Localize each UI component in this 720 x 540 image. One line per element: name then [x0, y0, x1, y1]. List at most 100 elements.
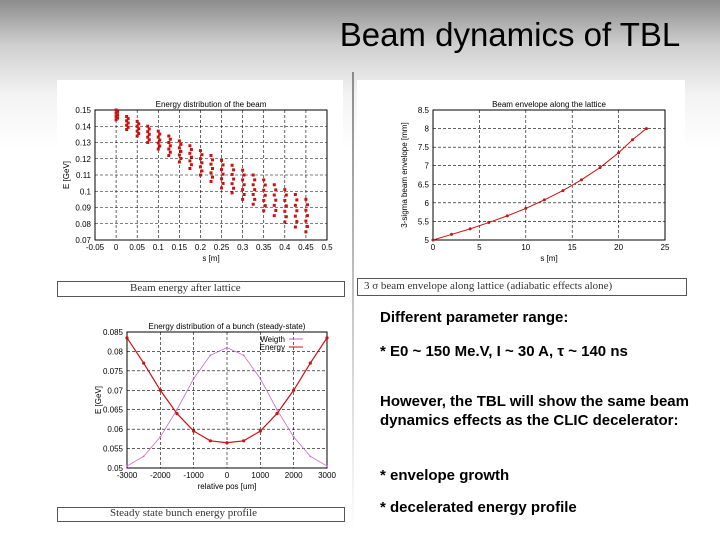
- energy-point: [283, 188, 287, 192]
- x-axis-label: relative pos [um]: [198, 482, 257, 491]
- energy-point: [232, 168, 236, 172]
- envelope-caption: 3 σ beam envelope along lattice (adiabat…: [364, 280, 613, 292]
- energy-point: [177, 139, 181, 143]
- envelope-point: [450, 232, 454, 236]
- energy-point: [293, 225, 297, 229]
- energy-point: [274, 198, 278, 202]
- energy-point: [198, 157, 202, 161]
- energy-point: [220, 186, 224, 190]
- energy-point: [156, 129, 160, 133]
- series-point-weigth: [292, 436, 295, 438]
- series-point-weigth: [326, 465, 328, 467]
- y-tick-label: 7: [425, 162, 430, 171]
- energy-point: [304, 230, 308, 234]
- energy-point: [209, 154, 213, 157]
- series-point-energy: [225, 441, 229, 445]
- energy-point: [253, 197, 257, 201]
- envelope-point: [644, 127, 648, 131]
- energy-point: [230, 172, 234, 176]
- energy-point: [253, 178, 257, 182]
- x-tick-label: -1000: [183, 471, 204, 480]
- energy-point: [209, 180, 213, 183]
- x-tick-label: 0.1: [153, 243, 165, 252]
- y-tick-label: 0.075: [103, 367, 124, 376]
- energy-point: [221, 181, 225, 185]
- energy-point: [230, 182, 234, 186]
- series-point-energy: [258, 429, 262, 433]
- energy-point: [125, 119, 129, 123]
- energy-point: [179, 156, 183, 160]
- steady-caption-box: [57, 507, 345, 522]
- energy-point: [188, 144, 192, 148]
- energy-point: [272, 183, 276, 187]
- envelope-point: [617, 151, 621, 155]
- energy-point: [253, 188, 257, 192]
- series-point-weigth: [209, 354, 212, 357]
- energy-point: [242, 193, 246, 196]
- y-tick-label: 0.13: [75, 139, 91, 148]
- energy-point: [135, 119, 139, 123]
- energy-point: [179, 142, 183, 146]
- x-tick-label: 0.2: [195, 243, 207, 252]
- energy-point: [146, 135, 150, 139]
- x-tick-label: 5: [477, 243, 482, 252]
- steady-caption: Steady state bunch energy profile: [110, 507, 258, 519]
- energy-point: [241, 197, 245, 201]
- y-tick-label: 0.12: [75, 155, 91, 164]
- energy-after-caption: Beam energy after lattice: [130, 282, 241, 294]
- energy-point: [251, 193, 255, 196]
- summary-paragraph: However, the TBL will show the same beam…: [380, 393, 689, 429]
- envelope-point: [524, 206, 528, 210]
- envelope-point: [431, 238, 435, 242]
- series-point-weigth: [242, 354, 245, 357]
- energy-point: [293, 203, 297, 207]
- energy-point: [232, 177, 236, 181]
- energy-point: [304, 219, 308, 223]
- energy-point: [135, 129, 139, 133]
- energy-point: [251, 173, 255, 177]
- energy-point: [167, 134, 171, 138]
- energy-point: [137, 132, 141, 136]
- x-tick-label: -2000: [150, 471, 171, 480]
- series-point-energy: [308, 361, 312, 365]
- chart-title: Energy distribution of a bunch (steady-s…: [149, 322, 306, 331]
- energy-point: [116, 110, 120, 114]
- title-divider: [352, 72, 354, 532]
- envelope-point: [579, 178, 583, 182]
- envelope-point: [542, 198, 546, 202]
- y-tick-label: 8: [425, 125, 430, 134]
- energy-point: [262, 178, 266, 182]
- energy-point: [200, 153, 204, 157]
- chart-title: Beam envelope along the lattice: [492, 100, 606, 109]
- energy-point: [156, 141, 160, 145]
- x-tick-label: 0: [225, 471, 230, 480]
- beam-envelope-panel: 0 5 10 15 20 25 5 5.5 6 6.5 7 7.5 8 8.5 Beam envelope …: [357, 80, 685, 275]
- bullet-energy-profile: * decelerated energy profile: [380, 499, 577, 516]
- energy-point: [188, 151, 192, 155]
- y-tick-label: 5.5: [418, 217, 430, 226]
- plot-area: [432, 109, 666, 241]
- energy-distribution-chart: -0.05 0 0.05 0.1 0.15 0.2 0.25 0.3 0.35 0.4 0.45 0.…: [62, 100, 333, 263]
- y-tick-label: 0.065: [103, 406, 124, 415]
- series-point-energy: [275, 412, 279, 416]
- energy-point: [137, 122, 141, 126]
- x-tick-label: 0.4: [279, 243, 291, 252]
- x-tick-label: -3000: [117, 471, 138, 480]
- legend-entry: Energy: [260, 343, 285, 352]
- x-tick-label: 0: [114, 243, 119, 252]
- y-tick-label: 6: [425, 199, 430, 208]
- energy-point: [209, 162, 213, 166]
- x-axis-label: s [m]: [540, 254, 557, 263]
- energy-distribution-panel: -0.05 0 0.05 0.1 0.15 0.2 0.25 0.3 0.35 0.4 0.45 0.…: [57, 80, 343, 275]
- series-point-weigth: [126, 465, 128, 467]
- y-tick-label: 0.06: [107, 425, 123, 434]
- x-tick-label: 0.3: [237, 243, 249, 252]
- energy-point: [114, 108, 118, 112]
- energy-point: [158, 138, 162, 142]
- y-tick-label: 0.055: [103, 445, 124, 454]
- energy-point: [305, 224, 309, 228]
- y-tick-label: 0.08: [107, 347, 123, 356]
- series-point-weigth: [142, 455, 145, 458]
- energy-point: [156, 147, 160, 151]
- x-tick-label: 0.45: [298, 243, 314, 252]
